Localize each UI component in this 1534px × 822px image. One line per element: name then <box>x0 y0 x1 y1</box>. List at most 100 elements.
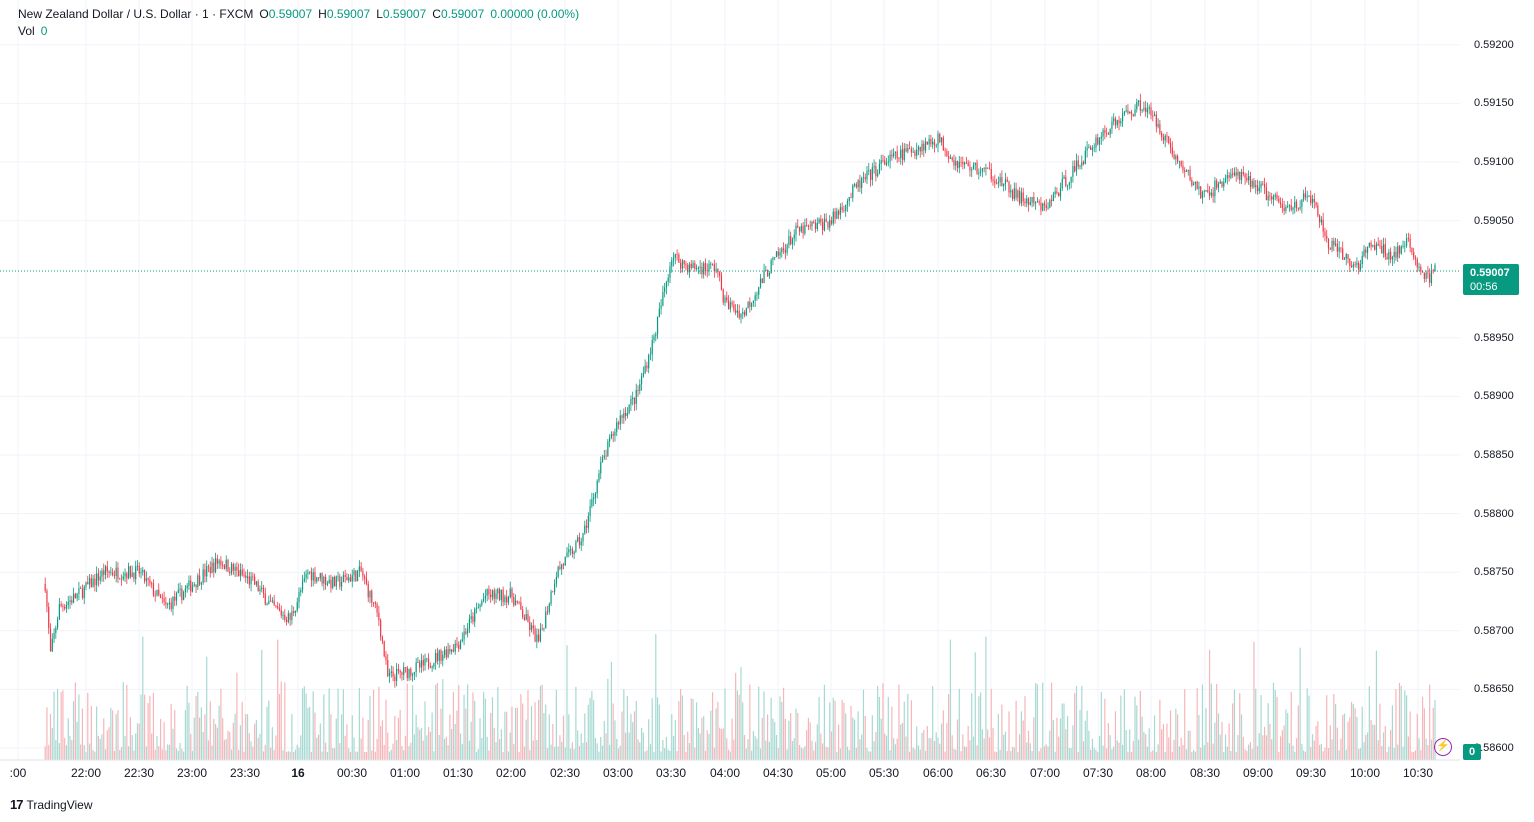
candle <box>245 571 247 583</box>
candle <box>601 454 604 463</box>
lightning-icon[interactable]: ⚡ <box>1434 738 1452 756</box>
volume-bar <box>1269 723 1271 760</box>
volume-bar <box>784 718 786 760</box>
candle <box>960 156 962 167</box>
volume-bar <box>939 743 941 760</box>
candle <box>546 605 549 616</box>
volume-bar <box>165 750 167 760</box>
candle <box>1427 266 1429 279</box>
candle <box>997 176 999 189</box>
volume-bar <box>385 699 387 760</box>
candle <box>230 561 233 576</box>
volume-bar <box>1421 696 1424 760</box>
candle <box>1267 190 1269 207</box>
candle <box>356 569 359 582</box>
volume-bar <box>593 700 595 760</box>
volume-bar <box>1430 739 1433 760</box>
volume-bar <box>335 718 337 760</box>
candle <box>1265 182 1267 201</box>
candle <box>511 587 513 603</box>
volume-bar <box>1407 736 1409 760</box>
candle <box>298 587 300 609</box>
volume-bar <box>642 732 644 760</box>
legend-vol-label[interactable]: Vol <box>18 24 35 38</box>
tradingview-brand[interactable]: 17 TradingView <box>10 797 93 812</box>
volume-bar <box>1393 747 1395 760</box>
tradingview-logo-icon: 17 <box>10 797 24 812</box>
candle <box>621 414 623 424</box>
volume-bar <box>287 751 289 760</box>
volume-bar <box>456 710 458 760</box>
volume-bar <box>720 728 723 760</box>
candle <box>683 260 685 269</box>
volume-bar <box>1111 749 1113 760</box>
volume-bar <box>846 746 849 760</box>
volume-bar <box>527 689 529 760</box>
candle <box>1180 160 1182 168</box>
candle <box>1308 194 1310 198</box>
volume-bar <box>371 750 373 760</box>
volume-bar <box>230 749 233 760</box>
volume-bar <box>749 684 751 760</box>
candle <box>891 149 893 161</box>
volume-bar <box>1161 729 1163 760</box>
volume-bar <box>1235 751 1237 760</box>
volume-bar <box>1207 742 1209 760</box>
candle <box>1166 131 1168 143</box>
volume-bar <box>884 733 886 760</box>
volume-bar <box>147 702 149 760</box>
candle <box>656 316 659 340</box>
volume-bar <box>1402 746 1404 760</box>
candle <box>516 600 518 605</box>
volume-bar <box>759 748 762 760</box>
volume-bar <box>685 751 687 760</box>
volume-bar <box>1074 693 1076 760</box>
volume-bar <box>289 751 291 760</box>
volume-bar <box>916 726 918 760</box>
volume-bar <box>1155 751 1157 760</box>
candle <box>800 223 802 233</box>
candle <box>369 590 371 604</box>
candle <box>582 532 584 546</box>
legend-open-value: 0.59007 <box>268 7 313 21</box>
candle <box>1251 178 1253 189</box>
volume-bar <box>937 737 939 760</box>
candle <box>1004 172 1007 191</box>
candle <box>484 589 486 604</box>
volume-bar <box>1198 715 1200 760</box>
candle <box>1129 111 1131 114</box>
candle <box>900 145 902 165</box>
candle <box>140 567 142 579</box>
candle <box>378 605 380 627</box>
candle <box>1178 160 1180 169</box>
time-tick-label: 07:00 <box>1029 766 1061 780</box>
candle <box>932 137 934 149</box>
candle <box>754 292 756 308</box>
candle <box>644 359 646 375</box>
legend-symbol[interactable]: New Zealand Dollar / U.S. Dollar · 1 · F… <box>18 7 254 21</box>
candle <box>559 560 561 571</box>
volume-bar <box>502 751 504 760</box>
candle <box>413 671 415 681</box>
volume-bar <box>351 715 353 760</box>
candle <box>177 583 179 594</box>
candle <box>1017 189 1019 202</box>
candle <box>1420 264 1422 276</box>
volume-bar <box>154 749 156 760</box>
candle <box>330 574 332 593</box>
volume-bar <box>983 738 985 760</box>
candle <box>289 612 291 626</box>
candle <box>674 253 676 265</box>
volume-bar <box>861 734 863 760</box>
volume-bar <box>310 751 313 760</box>
candle <box>238 563 240 577</box>
volume-bar <box>378 686 380 760</box>
candle <box>1059 182 1062 201</box>
volume-bar <box>747 739 749 760</box>
candle <box>362 567 364 581</box>
candle <box>630 395 632 412</box>
volume-bar <box>1279 736 1282 760</box>
candle <box>301 574 304 594</box>
candle <box>1258 180 1260 194</box>
